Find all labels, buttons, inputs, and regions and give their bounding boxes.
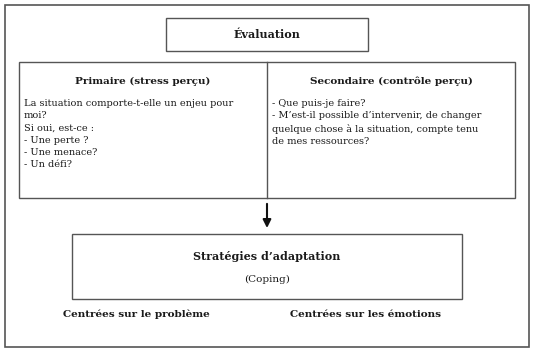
Text: Centrées sur les émotions: Centrées sur les émotions xyxy=(290,310,441,319)
Bar xyxy=(72,234,462,299)
Bar xyxy=(166,18,368,51)
Text: Centrées sur le problème: Centrées sur le problème xyxy=(63,310,209,319)
Text: Primaire (stress perçu): Primaire (stress perçu) xyxy=(75,77,210,86)
Text: - Que puis-je faire?
- M’est-il possible d’intervenir, de changer
quelque chose : - Que puis-je faire? - M’est-il possible… xyxy=(272,99,482,146)
Bar xyxy=(19,62,515,198)
Text: Secondaire (contrôle perçu): Secondaire (contrôle perçu) xyxy=(310,77,473,86)
Text: (Coping): (Coping) xyxy=(244,275,290,284)
Text: La situation comporte-t-elle un enjeu pour
moi?
Si oui, est-ce :
- Une perte ?
-: La situation comporte-t-elle un enjeu po… xyxy=(24,99,233,169)
Text: Stratégies d’adaptation: Stratégies d’adaptation xyxy=(193,251,341,262)
Text: Évaluation: Évaluation xyxy=(233,29,301,40)
